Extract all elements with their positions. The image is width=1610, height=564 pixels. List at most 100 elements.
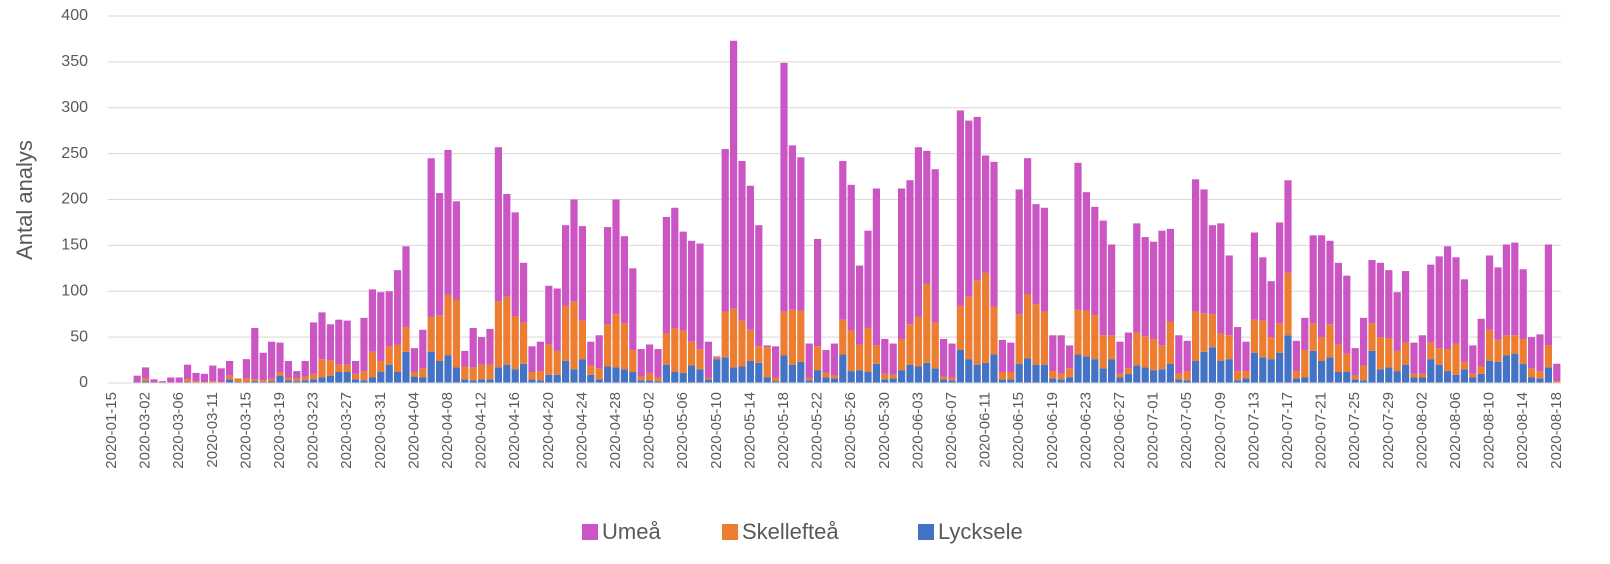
bar-segment: [637, 376, 645, 381]
x-tick-label: 2020-07-05: [1178, 392, 1195, 469]
bar-segment: [436, 193, 444, 316]
bar-segment: [721, 311, 729, 358]
bar-segment: [1133, 223, 1141, 333]
bar-segment: [671, 371, 679, 383]
bar-segment: [511, 316, 519, 370]
bar-segment: [377, 292, 385, 361]
bar-segment: [982, 272, 990, 363]
bar-segment: [1242, 371, 1250, 379]
bar-segment: [965, 359, 973, 383]
bar-segment: [1175, 379, 1183, 383]
bar-segment: [402, 246, 410, 328]
bar-segment: [604, 227, 612, 325]
bar-segment: [251, 381, 259, 383]
bar-segment: [864, 371, 872, 383]
bar-segment: [1208, 225, 1216, 315]
bar-segment: [1225, 359, 1233, 383]
bar-segment: [352, 373, 360, 380]
bar-segment: [444, 149, 452, 295]
bar-segment: [1444, 371, 1452, 383]
bar-segment: [856, 370, 864, 383]
bar-segment: [469, 367, 477, 381]
bar-segment: [1368, 323, 1376, 351]
bar-segment: [1108, 335, 1116, 360]
bar-segment: [326, 324, 334, 361]
bar-segment: [1486, 360, 1494, 383]
bar-segment: [326, 360, 334, 376]
bar-segment: [822, 377, 830, 383]
x-tick-label: 2020-06-15: [1010, 392, 1027, 469]
bar-segment: [1116, 377, 1124, 383]
bar-segment: [175, 377, 183, 383]
bar-segment: [578, 359, 586, 383]
x-tick-label: 2020-03-19: [271, 392, 288, 469]
bar-segment: [1502, 244, 1510, 336]
bar-segment: [570, 199, 578, 302]
bar-segment: [948, 343, 956, 378]
bar-segment: [1460, 361, 1468, 370]
bar-segment: [1318, 337, 1326, 361]
bar-segment: [1049, 335, 1057, 372]
bar-segment: [679, 330, 687, 373]
bar-segment: [822, 372, 830, 378]
bar-segment: [654, 349, 662, 378]
bar-segment: [1276, 323, 1284, 353]
bar-segment: [906, 364, 914, 383]
bar-segment: [956, 349, 964, 383]
bar-segment: [713, 357, 721, 360]
bar-segment: [1402, 342, 1410, 365]
x-tick-label: 2020-05-10: [708, 392, 725, 469]
bar-segment: [1284, 180, 1292, 273]
bar-segment: [1326, 324, 1334, 358]
bar-segment: [1351, 375, 1359, 380]
bar-segment: [872, 345, 880, 364]
bar-segment: [1452, 374, 1460, 383]
bar-segment: [293, 371, 301, 379]
bar-segment: [1435, 364, 1443, 383]
bar-segment: [377, 371, 385, 383]
bar-segment: [990, 306, 998, 355]
bar-segment: [1183, 380, 1191, 383]
bar-segment: [898, 338, 906, 371]
bar-segment: [553, 288, 561, 351]
bar-segment: [511, 212, 519, 317]
bar-segment: [730, 367, 738, 383]
bar-segment: [688, 341, 696, 366]
x-tick-label: 2020-05-18: [775, 392, 792, 469]
bar-segment: [1486, 255, 1494, 330]
bar-segment: [1276, 352, 1284, 383]
bar-segment: [318, 359, 326, 378]
x-tick-label: 2020-07-13: [1245, 392, 1262, 469]
bar-segment: [1360, 365, 1368, 381]
bar-segment: [654, 381, 662, 383]
bar-segment: [948, 380, 956, 383]
x-tick-label: 2020-07-09: [1212, 392, 1229, 469]
bar-segment: [427, 316, 435, 352]
bar-segment: [696, 243, 704, 350]
bar-segment: [1091, 206, 1099, 316]
y-tick-label: 250: [61, 145, 88, 162]
bar-segment: [763, 347, 771, 378]
bar-segment: [385, 346, 393, 365]
bar-segment: [1166, 321, 1174, 364]
x-tick-label: 2020-08-06: [1447, 392, 1464, 469]
bar-segment: [545, 344, 553, 375]
bar-segment: [1376, 369, 1384, 383]
bar-segment: [310, 373, 318, 380]
bar-segment: [805, 378, 813, 381]
bar-segment: [612, 314, 620, 368]
bar-segment: [948, 377, 956, 381]
x-tick-label: 2020-07-29: [1380, 392, 1397, 469]
bar-segment: [1351, 348, 1359, 376]
bar-segment: [1292, 378, 1300, 383]
bar-segment: [1343, 353, 1351, 372]
bar-segment: [847, 184, 855, 331]
bar-segment: [1309, 323, 1317, 351]
bar-segment: [1544, 367, 1552, 383]
bar-segment: [788, 145, 796, 310]
bar-segment: [1200, 351, 1208, 383]
bar-segment: [1536, 334, 1544, 372]
x-tick-label: 2020-04-24: [573, 392, 590, 469]
x-tick-label: 2020-04-12: [473, 392, 490, 469]
y-tick-label: 150: [61, 237, 88, 254]
